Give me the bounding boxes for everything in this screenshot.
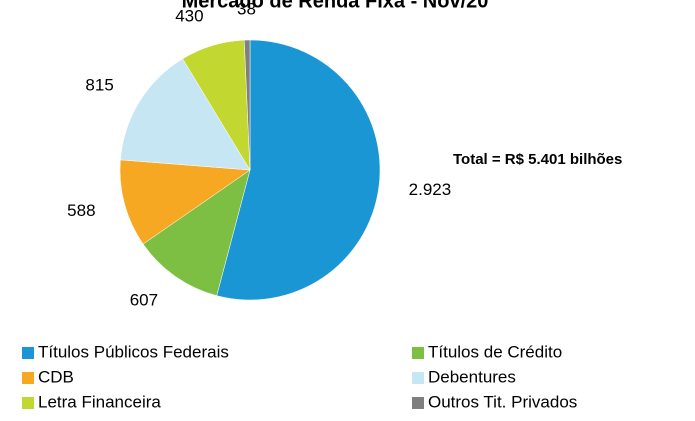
pie-slice (243, 39, 251, 171)
legend-swatch (22, 347, 34, 359)
data-label: 815 (85, 76, 113, 95)
pie-slice (120, 58, 251, 171)
legend-label: Títulos de Crédito (428, 342, 562, 361)
chart-title: Mercado de Renda Fixa - Nov/20 (182, 0, 489, 12)
legend-swatch (412, 397, 424, 409)
data-label: 430 (175, 6, 203, 25)
legend-label: Títulos Públicos Federais (38, 342, 229, 361)
legend-label: CDB (38, 367, 74, 386)
data-label: 607 (130, 290, 158, 309)
legend-label: Outros Tit. Privados (428, 392, 577, 411)
legend-swatch (22, 397, 34, 409)
data-label: 2.923 (409, 180, 452, 199)
pie-slice (216, 39, 381, 301)
data-label: 38 (237, 0, 256, 19)
pie-slice (142, 169, 251, 296)
legend-label: Letra Financeira (38, 392, 161, 411)
legend-label: Debentures (428, 367, 516, 386)
pie-slice (119, 159, 251, 245)
legend-swatch (412, 347, 424, 359)
legend-swatch (22, 372, 34, 384)
annotation: Total = R$ 5.401 bilhões (453, 151, 622, 168)
legend-swatch (412, 372, 424, 384)
data-label: 588 (67, 201, 95, 220)
